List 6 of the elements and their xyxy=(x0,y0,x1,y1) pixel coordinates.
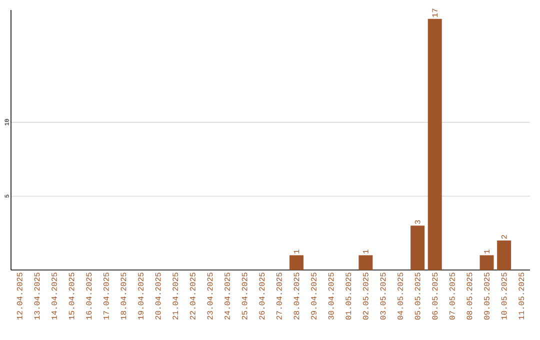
bar xyxy=(358,255,373,270)
bar xyxy=(428,18,442,270)
bar xyxy=(480,255,494,270)
bar xyxy=(410,226,425,270)
bar xyxy=(497,240,512,270)
bar xyxy=(289,255,304,270)
